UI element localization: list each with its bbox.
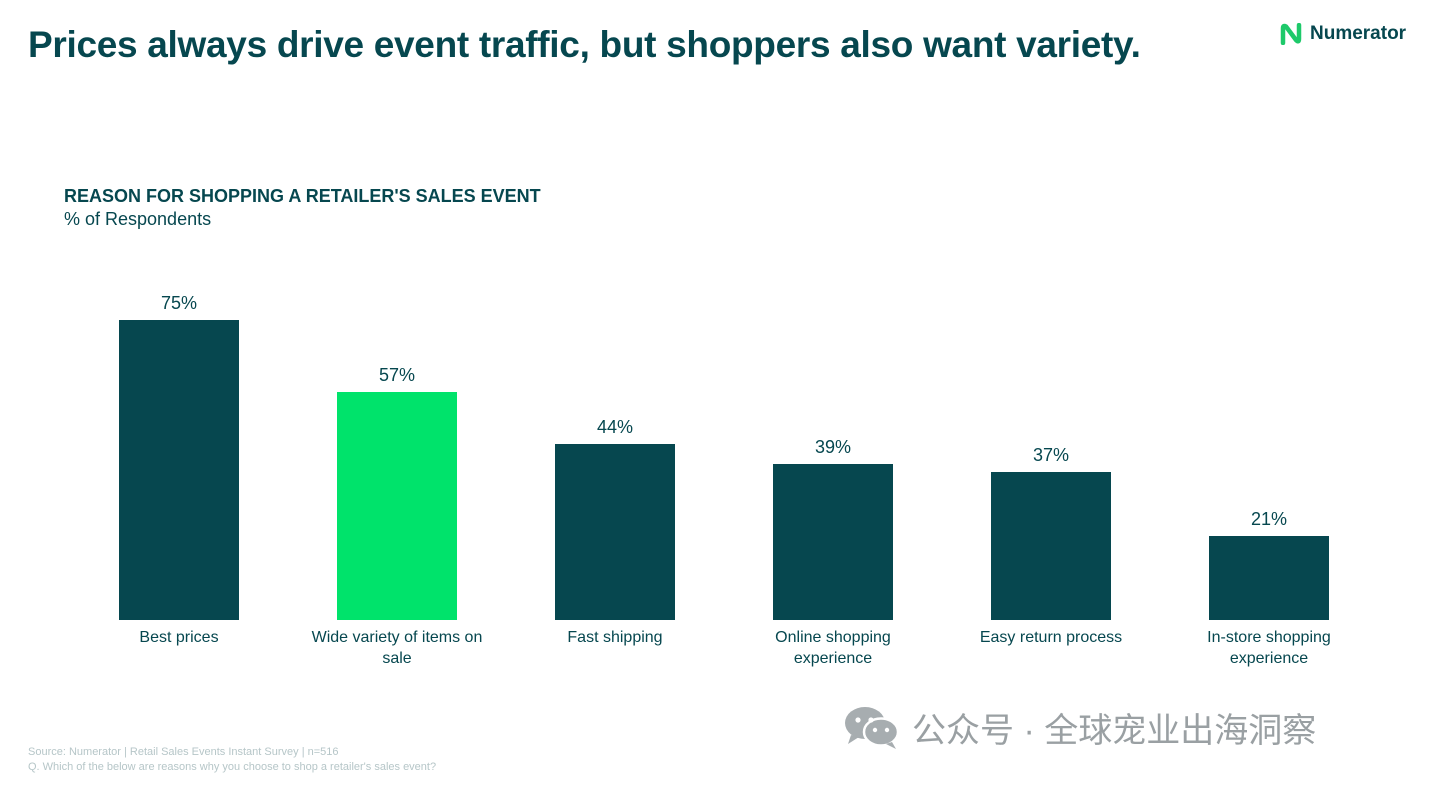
category-label-5-line-1: experience	[1230, 650, 1308, 667]
category-label-2: Fast shipping	[567, 629, 662, 646]
category-label-4: Easy return process	[980, 629, 1122, 646]
bar-3	[773, 464, 893, 620]
source-text: Source: Numerator | Retail Sales Events …	[28, 746, 339, 758]
category-label-0: Best prices	[139, 629, 218, 646]
page-title: Prices always drive event traffic, but s…	[28, 24, 1141, 65]
bar-2	[555, 444, 675, 620]
category-label-3-line-1: experience	[794, 650, 872, 667]
bar-5	[1209, 536, 1329, 620]
chart-title: REASON FOR SHOPPING A RETAILER'S SALES E…	[64, 186, 541, 206]
category-label-5: In-store shopping	[1207, 629, 1331, 646]
wechat-icon	[845, 707, 900, 749]
watermark-text: 公众号 · 全球宠业出海洞察	[912, 711, 1317, 750]
source-note: Source: Numerator | Retail Sales Events …	[28, 745, 436, 775]
bar-1	[337, 392, 457, 620]
value-label-2: 44%	[597, 417, 633, 437]
brand-name: Numerator	[1310, 23, 1407, 44]
value-label-0: 75%	[161, 293, 197, 313]
bar-0	[119, 320, 239, 620]
numerator-logo: Numerator	[1280, 20, 1406, 48]
value-label-1: 57%	[379, 365, 415, 385]
bar-4	[991, 472, 1111, 620]
chart-subtitle: % of Respondents	[64, 209, 212, 229]
category-label-1-line-1: sale	[382, 650, 411, 667]
category-label-3: Online shopping	[775, 629, 891, 646]
value-label-4: 37%	[1033, 445, 1069, 465]
numerator-logo-icon	[1280, 23, 1302, 45]
value-label-5: 21%	[1251, 509, 1287, 529]
category-label-1: Wide variety of items on	[312, 629, 483, 646]
survey-question: Q. Which of the below are reasons why yo…	[28, 761, 437, 773]
watermark: 公众号 · 全球宠业出海洞察	[842, 703, 1316, 751]
value-label-3: 39%	[815, 437, 851, 457]
bar-chart: 75% Best prices 57% Wide variety of items o…	[119, 293, 1331, 667]
